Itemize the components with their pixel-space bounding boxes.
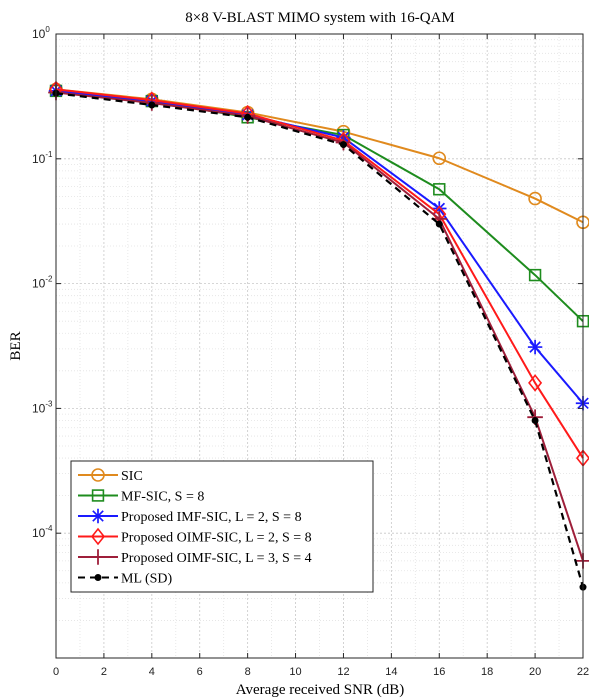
data-point — [435, 220, 443, 228]
legend-entry: Proposed OIMF-SIC, L = 2, S = 8 — [78, 527, 312, 546]
legend-label: Proposed IMF-SIC, L = 2, S = 8 — [121, 510, 302, 525]
x-tick-label: 8 — [245, 666, 251, 678]
x-tick-label: 14 — [385, 666, 397, 678]
data-point — [527, 339, 543, 355]
data-point — [433, 183, 446, 196]
data-point — [91, 489, 105, 502]
data-point — [91, 468, 105, 482]
x-tick-label: 0 — [53, 666, 59, 678]
legend-label: MF-SIC, S = 8 — [121, 490, 204, 505]
data-point — [94, 574, 102, 581]
series-layer — [48, 80, 589, 591]
data-point — [148, 101, 156, 109]
data-point — [90, 508, 106, 524]
data-point — [90, 549, 106, 565]
data-point — [244, 113, 252, 121]
x-tick-label: 20 — [529, 666, 541, 678]
x-tick-label: 22 — [577, 666, 589, 678]
x-tick-label: 4 — [149, 666, 155, 678]
legend-entry: Proposed OIMF-SIC, L = 3, S = 4 — [78, 549, 312, 566]
legend-label: SIC — [121, 469, 143, 484]
legend-entry: ML (SD) — [78, 572, 173, 587]
data-point — [528, 191, 542, 206]
legend-label: ML (SD) — [121, 572, 173, 587]
data-point — [528, 374, 543, 392]
data-point — [432, 201, 447, 216]
x-tick-label: 18 — [481, 666, 493, 678]
x-axis-ticks: 0 2 4 6 8 10 12 14 16 18 20 22 — [53, 34, 589, 678]
legend-label: Proposed OIMF-SIC, L = 3, S = 4 — [121, 551, 312, 566]
legend-entry: SIC — [78, 468, 143, 484]
y-axis-label: BER — [8, 331, 24, 360]
data-point — [339, 141, 347, 149]
plot-frame — [55, 33, 584, 659]
x-axis-label: Average received SNR (dB) — [236, 682, 404, 698]
legend-box — [70, 460, 374, 593]
chart-title: 8×8 V-BLAST MIMO system with 16-QAM — [185, 10, 454, 26]
x-tick-label: 2 — [101, 666, 107, 678]
legend-entry: MF-SIC, S = 8 — [78, 489, 204, 505]
data-point — [432, 151, 447, 166]
data-point — [90, 527, 106, 546]
x-tick-label: 12 — [337, 666, 349, 678]
data-point — [531, 416, 539, 424]
x-tick-label: 10 — [289, 666, 301, 678]
data-point — [528, 268, 542, 282]
x-tick-label: 16 — [433, 666, 445, 678]
x-tick-label: 6 — [197, 666, 203, 678]
legend: SIC MF-SIC, S = 8 Proposed IMF-SIC, L = 2,… — [70, 460, 374, 593]
legend-label: Proposed OIMF-SIC, L = 2, S = 8 — [121, 531, 312, 546]
series-ml-sd — [52, 89, 587, 591]
legend-entry: Proposed IMF-SIC, L = 2, S = 8 — [78, 508, 302, 525]
